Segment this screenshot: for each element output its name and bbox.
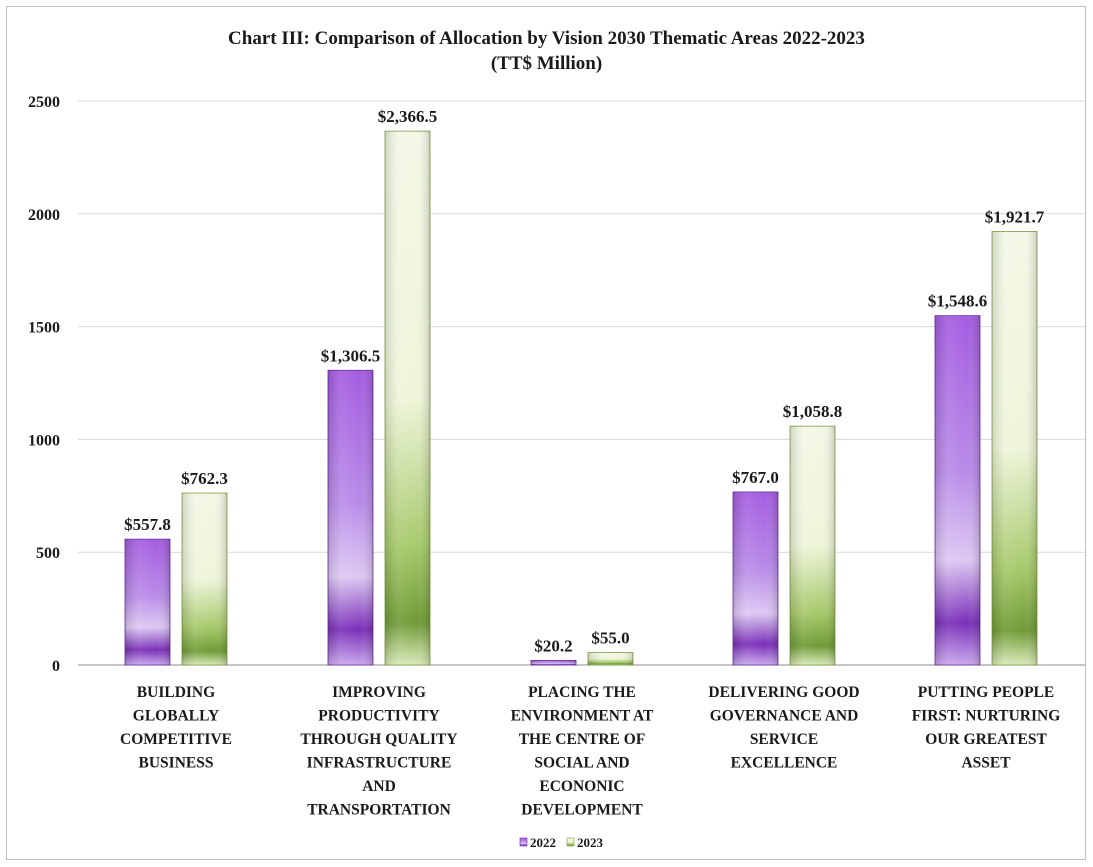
bar-shading bbox=[125, 539, 170, 665]
legend-label: 2022 bbox=[530, 835, 556, 850]
category-label: AND bbox=[362, 778, 396, 795]
category-label: THE CENTRE OF bbox=[519, 731, 646, 748]
bar-shading bbox=[328, 370, 373, 665]
data-label: $55.0 bbox=[591, 629, 629, 648]
bar-shading bbox=[790, 426, 835, 665]
category-label: SOCIAL AND bbox=[534, 755, 629, 772]
category-label: THROUGH QUALITY bbox=[300, 731, 457, 748]
category-label: DEVELOPMENT bbox=[521, 802, 643, 819]
legend-swatch-2023 bbox=[566, 837, 575, 847]
category-label: FIRST: NURTURING bbox=[912, 708, 1061, 725]
y-tick-label: 1000 bbox=[28, 432, 60, 449]
bar-shading bbox=[385, 131, 430, 665]
category-label: GLOBALLY bbox=[133, 708, 219, 725]
bar-shading bbox=[992, 231, 1037, 665]
y-tick-label: 2000 bbox=[28, 207, 60, 224]
category-label: EXCELLENCE bbox=[731, 755, 838, 772]
data-label: $1,548.6 bbox=[928, 292, 988, 311]
category-label: ASSET bbox=[961, 755, 1011, 772]
category-label: TRANSPORTATION bbox=[307, 802, 451, 819]
chart-subtitle: (TT$ Million) bbox=[490, 53, 603, 74]
category-label: COMPETITIVE bbox=[120, 731, 232, 748]
bar-shading bbox=[531, 660, 576, 665]
category-label: BUILDING bbox=[137, 684, 215, 701]
category-label: OUR GREATEST bbox=[925, 731, 1047, 748]
y-tick-label: 1500 bbox=[28, 320, 60, 337]
y-tick-label: 500 bbox=[36, 545, 60, 562]
data-label: $2,366.5 bbox=[378, 107, 438, 126]
category-label: SERVICE bbox=[750, 731, 818, 748]
category-label: GOVERNANCE AND bbox=[710, 708, 859, 725]
category-label: PLACING THE bbox=[528, 684, 636, 701]
data-label: $762.3 bbox=[181, 469, 228, 488]
y-tick-label: 2500 bbox=[28, 94, 60, 111]
category-label: INFRASTRUCTURE bbox=[307, 755, 452, 772]
bar-shading bbox=[588, 652, 633, 665]
category-label: PUTTING PEOPLE bbox=[918, 684, 1055, 701]
data-label: $20.2 bbox=[534, 636, 572, 655]
y-tick-label: 0 bbox=[52, 658, 60, 675]
data-label: $1,921.7 bbox=[985, 207, 1045, 226]
category-label: IMPROVING bbox=[332, 684, 426, 701]
chart-frame bbox=[6, 6, 1086, 860]
data-label: $1,058.8 bbox=[783, 402, 843, 421]
chart-title: Chart III: Comparison of Allocation by V… bbox=[228, 28, 865, 49]
legend-swatch-2022 bbox=[519, 837, 528, 847]
category-label: DELIVERING GOOD bbox=[708, 684, 859, 701]
data-label: $767.0 bbox=[732, 468, 779, 487]
bar-shading bbox=[733, 491, 778, 665]
bar-shading bbox=[935, 315, 980, 665]
bar-shading bbox=[182, 493, 227, 665]
data-label: $1,306.5 bbox=[321, 346, 381, 365]
legend-label: 2023 bbox=[577, 835, 604, 850]
category-label: BUSINESS bbox=[139, 755, 214, 772]
category-label: PRODUCTIVITY bbox=[318, 708, 439, 725]
category-label: ECONONIC bbox=[539, 778, 624, 795]
category-label: ENVIRONMENT AT bbox=[511, 708, 654, 725]
data-label: $557.8 bbox=[124, 515, 171, 534]
